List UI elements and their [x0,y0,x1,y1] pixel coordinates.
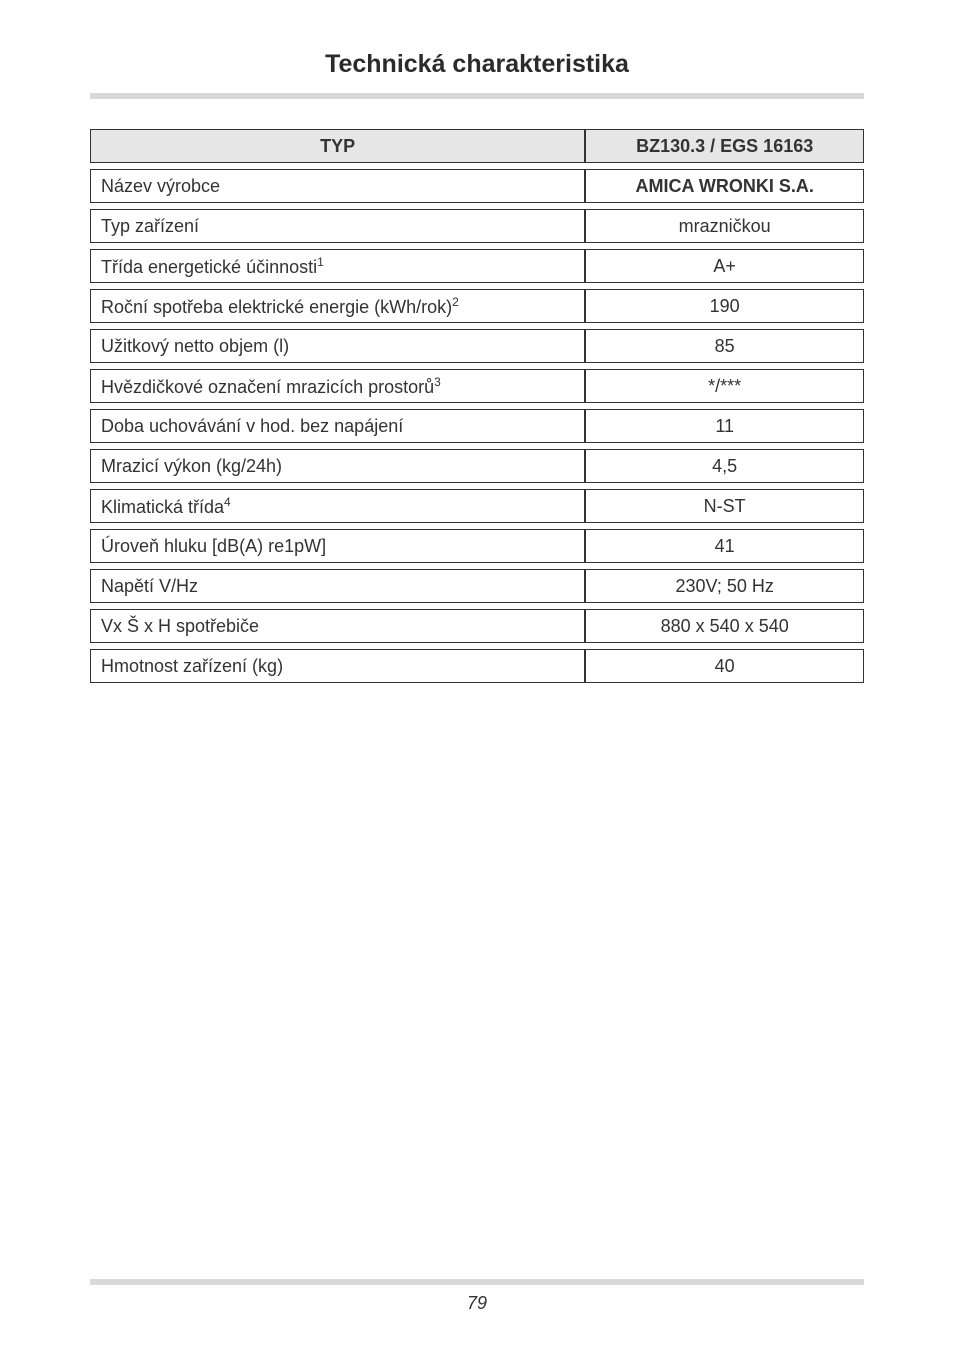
row-value: mrazničkou [585,209,864,243]
row-value: 11 [585,409,864,443]
row-value: 190 [585,289,864,323]
table-row: Úroveň hluku [dB(A) re1pW]41 [90,529,864,563]
row-label: Napětí V/Hz [90,569,585,603]
footer-line [90,1279,864,1285]
row-label: Hvězdičkové označení mrazicích prostorů3 [90,369,585,403]
row-value: 41 [585,529,864,563]
row-label: Hmotnost zařízení (kg) [90,649,585,683]
row-value: 40 [585,649,864,683]
table-row: Napětí V/Hz230V; 50 Hz [90,569,864,603]
row-value: 4,5 [585,449,864,483]
table-row: Název výrobceAMICA WRONKI S.A. [90,169,864,203]
title-underline [90,93,864,99]
row-label: Vx Š x H spotřebiče [90,609,585,643]
row-label: Klimatická třída4 [90,489,585,523]
row-value: 85 [585,329,864,363]
table-row: Mrazicí výkon (kg/24h)4,5 [90,449,864,483]
row-value: A+ [585,249,864,283]
table-row: Vx Š x H spotřebiče880 x 540 x 540 [90,609,864,643]
row-label: Užitkový netto objem (l) [90,329,585,363]
row-value: AMICA WRONKI S.A. [585,169,864,203]
table-row: Užitkový netto objem (l)85 [90,329,864,363]
table-row: Doba uchovávání v hod. bez napájení11 [90,409,864,443]
row-label: Název výrobce [90,169,585,203]
row-label: Třída energetické účinnosti1 [90,249,585,283]
table-row: Typ zařízenímrazničkou [90,209,864,243]
table-row: Hvězdičkové označení mrazicích prostorů3… [90,369,864,403]
row-label: Roční spotřeba elektrické energie (kWh/r… [90,289,585,323]
footer: 79 [90,1279,864,1314]
row-value: 880 x 540 x 540 [585,609,864,643]
row-label: Úroveň hluku [dB(A) re1pW] [90,529,585,563]
row-value: N-ST [585,489,864,523]
row-value: */*** [585,369,864,403]
table-header-model: BZ130.3 / EGS 16163 [585,129,864,163]
row-label: Mrazicí výkon (kg/24h) [90,449,585,483]
spec-table: TYP BZ130.3 / EGS 16163 Název výrobceAMI… [90,123,864,689]
row-value: 230V; 50 Hz [585,569,864,603]
table-row: Hmotnost zařízení (kg)40 [90,649,864,683]
page-number: 79 [90,1293,864,1314]
table-row: Klimatická třída4N-ST [90,489,864,523]
page-title: Technická charakteristika [90,50,864,79]
table-row: Roční spotřeba elektrické energie (kWh/r… [90,289,864,323]
table-row: Třída energetické účinnosti1A+ [90,249,864,283]
row-label: Typ zařízení [90,209,585,243]
row-label: Doba uchovávání v hod. bez napájení [90,409,585,443]
table-header-typ: TYP [90,129,585,163]
